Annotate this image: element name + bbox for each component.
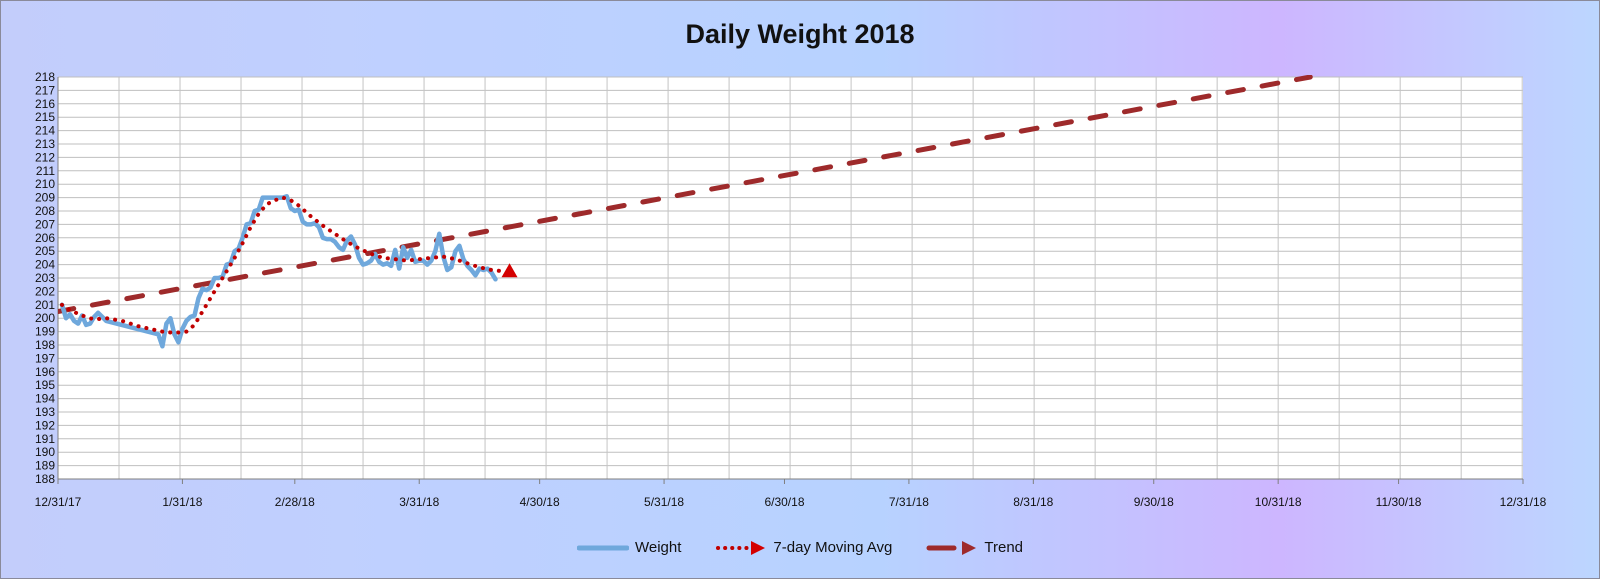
y-tick-label: 216 (35, 97, 55, 111)
y-tick-label: 195 (35, 378, 55, 392)
x-tick-label: 7/31/18 (889, 495, 929, 509)
y-tick-label: 194 (35, 392, 55, 406)
y-tick-label: 206 (35, 231, 55, 245)
x-tick-label: 10/31/18 (1255, 495, 1302, 509)
x-tick-label: 3/31/18 (399, 495, 439, 509)
legend-swatch-trend (926, 540, 977, 555)
y-tick-label: 218 (35, 70, 55, 84)
y-tick-label: 211 (36, 164, 55, 178)
series-weight-line (59, 194, 498, 349)
series-moving-avg-line (60, 195, 506, 335)
y-tick-label: 192 (35, 418, 55, 432)
y-tick-label: 210 (35, 177, 55, 191)
y-tick-label: 209 (35, 191, 55, 205)
x-axis-ticks: 12/31/17 1/31/18 2/28/18 3/31/18 4/30/18 5/31… (35, 479, 1547, 509)
y-tick-label: 205 (35, 244, 55, 258)
y-tick-label: 214 (35, 124, 55, 138)
legend-item-trend: Trend (926, 539, 1023, 556)
y-axis-ticks: 2182172162152142132122112102092082072062… (35, 70, 55, 486)
grid-lines (57, 76, 1523, 480)
x-tick-label: 2/28/18 (275, 495, 315, 509)
legend: Weight 7-day Moving Avg Trend (1, 539, 1599, 556)
legend-swatch-moving-avg (716, 540, 766, 555)
x-tick-label: 8/31/18 (1013, 495, 1053, 509)
x-tick-label: 12/31/17 (35, 495, 82, 509)
x-tick-label: 6/30/18 (764, 495, 804, 509)
y-tick-label: 203 (35, 271, 55, 285)
y-tick-label: 191 (35, 432, 55, 446)
moving-avg-end-marker (501, 263, 518, 278)
y-tick-label: 217 (35, 83, 55, 97)
y-tick-label: 202 (35, 284, 55, 298)
x-tick-label: 1/31/18 (162, 495, 202, 509)
y-tick-label: 198 (35, 338, 55, 352)
legend-label-moving-avg: 7-day Moving Avg (773, 539, 893, 556)
y-tick-label: 200 (35, 311, 55, 325)
x-tick-label: 5/31/18 (644, 495, 684, 509)
series-layer (58, 75, 1313, 349)
x-tick-label: 12/31/18 (1500, 495, 1547, 509)
series-trend-line (58, 75, 1313, 314)
x-tick-label: 4/30/18 (520, 495, 560, 509)
legend-label-weight: Weight (634, 539, 682, 556)
y-tick-label: 207 (35, 217, 55, 231)
y-tick-label: 208 (35, 204, 55, 218)
y-tick-label: 213 (35, 137, 55, 151)
y-tick-label: 193 (35, 405, 55, 419)
y-tick-label: 196 (35, 365, 55, 379)
y-tick-label: 201 (35, 298, 55, 312)
legend-swatch-weight (576, 545, 629, 550)
x-tick-label: 11/30/18 (1376, 495, 1422, 509)
y-tick-label: 215 (35, 110, 55, 124)
y-tick-label: 199 (35, 325, 55, 339)
x-tick-label: 9/30/18 (1134, 495, 1174, 509)
y-tick-label: 189 (35, 459, 55, 473)
legend-item-moving-avg: 7-day Moving Avg (715, 539, 892, 556)
chart-title: Daily Weight 2018 (685, 19, 915, 49)
y-tick-label: 188 (35, 472, 55, 486)
y-tick-label: 190 (35, 445, 55, 459)
y-tick-label: 212 (35, 150, 55, 164)
y-tick-label: 197 (35, 351, 55, 365)
y-tick-label: 204 (35, 258, 55, 272)
legend-label-trend: Trend (984, 539, 1024, 556)
legend-item-weight: Weight (576, 539, 682, 556)
